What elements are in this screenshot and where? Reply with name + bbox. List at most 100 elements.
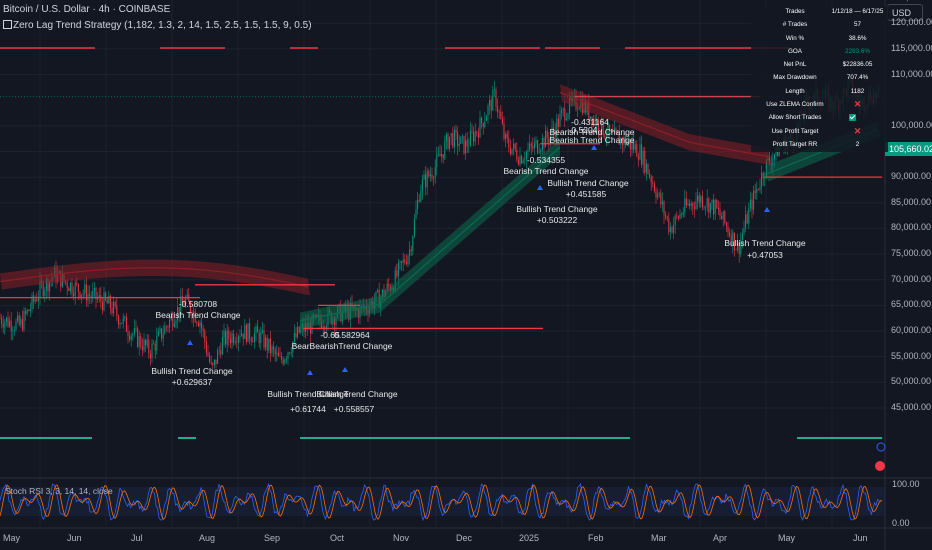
candle-body [261,330,263,333]
candle-body [762,172,764,179]
candle-body [202,328,204,332]
candle-body [657,194,659,198]
strategy-title[interactable]: Zero Lag Trend Strategy (1,182, 1.3, 2, … [3,20,312,31]
candle-body [729,232,731,236]
candle-body [453,129,455,147]
time-tick-label: Sep [264,533,281,543]
candle-body [213,359,215,366]
candle-body [468,145,470,147]
candle-body [591,116,593,126]
stats-row: Trades 1/12/18 — 6/17/25 [751,6,888,19]
candle-body [700,196,702,203]
candle-body [234,341,236,343]
candle-body [180,296,182,315]
candle-body [533,142,535,149]
time-tick-label: Mar [651,533,667,543]
candle-body [519,156,521,165]
candle-body [722,211,724,220]
candle-body [642,150,644,165]
price-tick-label: 65,000.00 [891,299,932,310]
stats-value: 38.6% [848,34,867,42]
candle-body [554,130,556,137]
candle-body [178,307,180,315]
candle-body [743,228,745,234]
candle-body [477,132,479,138]
candle-body [225,331,227,345]
candle-body [466,140,468,147]
candle-body [69,282,71,292]
candle-body [196,322,198,324]
candle-body [159,328,161,332]
candle-body [618,133,620,145]
candle-body [757,188,759,190]
candle-body [4,321,6,328]
candle-body [241,333,243,337]
candle-body [122,317,124,324]
candle-body [103,292,105,311]
candle-body [644,150,646,173]
time-tick-label: Nov [393,533,410,543]
candle-body [596,119,598,126]
annotation-label: Bearish Trend Change [155,310,241,320]
candle-body [543,138,545,148]
annotation-label: -0.65 [320,330,340,340]
candle-body [161,328,163,339]
stats-value: 707.4% [846,74,869,82]
candle-body [516,149,518,160]
annotation-label: Bullish Trend Change [724,238,806,248]
candle-body [469,130,471,146]
candle-body [81,294,83,299]
candle-body [93,287,95,291]
candle-body [290,352,292,354]
candle-body [263,330,265,348]
candle-body [772,159,774,166]
strategy-icon [3,20,12,29]
candle-body [497,106,499,112]
candle-body [714,199,716,215]
candle-body [105,292,107,300]
candle-body [433,177,435,179]
candle-body [682,212,684,215]
zlema-band-bear-line [0,267,309,288]
candle-body [511,148,513,154]
candle-body [514,143,516,150]
annotation-label: Bullish Trend Change [267,389,349,399]
candle-body [489,100,491,106]
candle-body [172,315,174,327]
time-tick-label: Aug [199,533,216,543]
candle-body [285,358,287,360]
candle-body [47,278,49,292]
candle-body [9,320,11,327]
candle-body [33,295,35,302]
price-tick-label: 100,000.00 [891,119,932,130]
candle-body [444,141,446,159]
candle-body [173,324,175,327]
stoch-rsi-title[interactable]: Stoch RSI 3, 3, 14, 14, close [5,486,113,496]
candle-body [273,346,275,350]
candle-body [663,201,665,215]
candle-body [13,329,15,331]
candle-body [764,176,766,179]
candle-body [292,341,294,353]
candle-body [530,143,532,146]
candle-body [673,225,675,233]
candle-body [452,133,454,147]
candle-body [260,332,262,344]
candle-body [250,338,252,342]
price-tick-label: 70,000.00 [891,273,932,284]
candle-body [145,339,147,346]
candle-body [449,136,451,149]
candle-body [716,199,718,208]
candle-body [738,242,740,254]
annotation-label: +0.503222 [536,215,578,225]
candle-body [146,339,148,346]
candle-body [401,261,403,263]
candle-body [31,295,33,309]
symbol-title[interactable]: Bitcoin / U.S. Dollar · 4h · COINBASE [3,4,171,15]
candle-body [535,140,537,143]
candle-body [221,337,223,355]
candle-body [753,190,755,210]
candle-body [268,338,270,351]
candle-body [513,143,515,149]
candle-body [44,290,46,296]
